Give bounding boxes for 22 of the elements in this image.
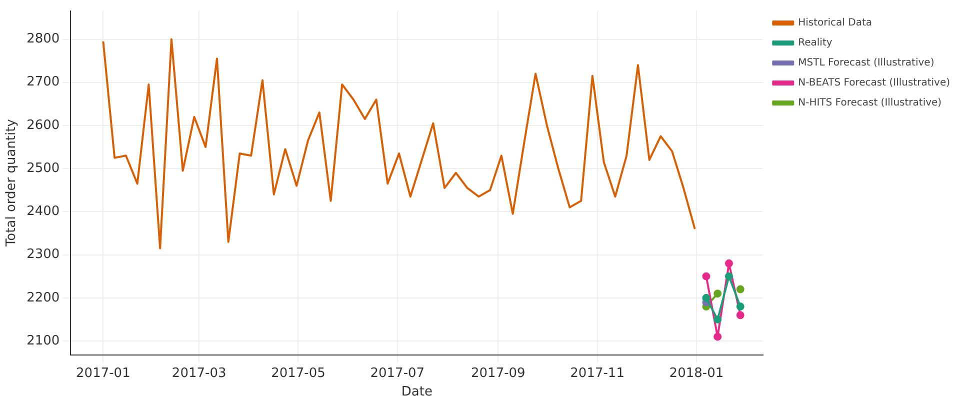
y-tick-label: 2700 [26,74,60,90]
legend-label: Reality [798,38,832,49]
x-tick-label: 2017-07 [370,366,425,381]
y-tick-label: 2100 [26,333,60,348]
y-tick-label: 2300 [26,247,60,262]
y-tick-label: 2400 [26,204,60,220]
x-tick-label: 2017-09 [471,366,526,381]
y-tick-label: 2600 [26,118,60,133]
y-tick-label: 2200 [26,290,60,306]
y-tick-label: 2800 [26,32,60,47]
x-tick-label: 2017-03 [172,366,226,381]
x-tick-label: 2017-11 [570,366,624,381]
y-tick-label: 2500 [26,160,60,176]
x-tick-label: 2017-01 [76,366,130,381]
x-tick-label: 2018-01 [669,366,724,381]
legend-label: MSTL Forecast (Illustrative) [798,58,934,69]
x-axis-title: Date [401,384,432,400]
legend-label: Historical Data [798,18,872,29]
legend-label: N-HITS Forecast (Illustrative) [798,98,942,109]
x-tick-label: 2017-05 [271,366,326,381]
legend-label: N-BEATS Forecast (Illustrative) [798,78,950,89]
y-axis-title: Total order quantity [4,118,20,248]
